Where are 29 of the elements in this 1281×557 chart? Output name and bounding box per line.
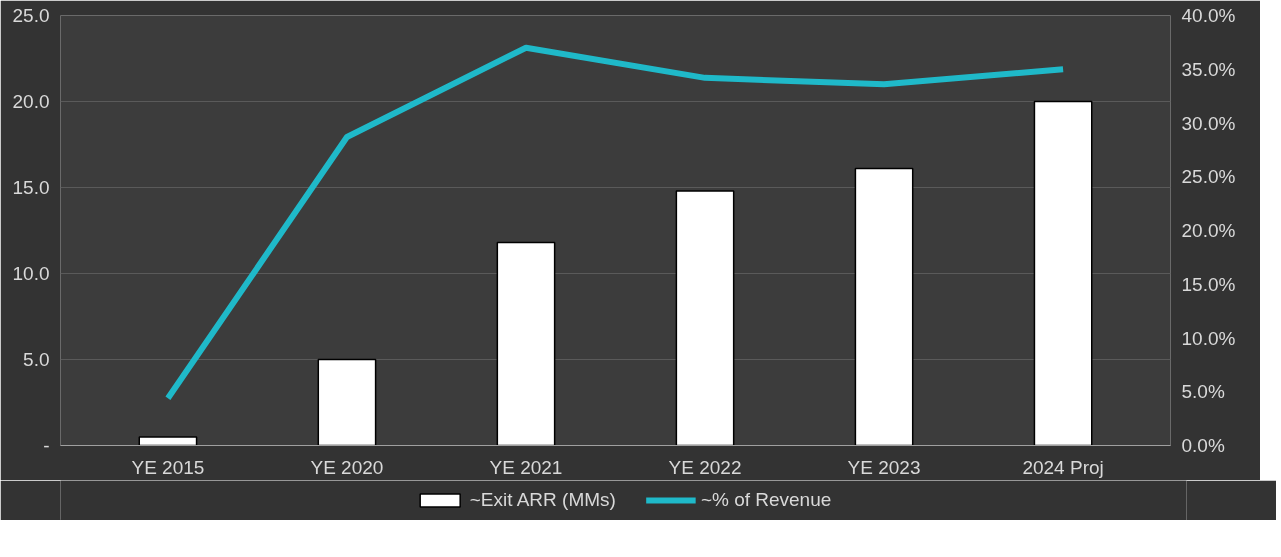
bar: [317, 358, 377, 446]
x-tick-label: YE 2023: [847, 456, 921, 478]
x-tick-label: YE 2021: [489, 456, 563, 478]
y-tick-label: 25.0: [12, 5, 50, 26]
bar: [1033, 100, 1093, 446]
y-tick-label: -: [43, 435, 50, 456]
y-tick-label: 20.0: [12, 91, 50, 112]
y2-tick-label: 25.0%: [1181, 166, 1236, 188]
bar: [854, 167, 914, 446]
legend-label: ~% of Revenue: [700, 489, 832, 511]
y2-tick-label: 15.0%: [1181, 273, 1236, 295]
y2-tick-label: 5.0%: [1181, 381, 1225, 403]
bar: [675, 190, 735, 446]
y2-tick-label: 0.0%: [1181, 435, 1225, 456]
x-tick-label: YE 2020: [310, 456, 384, 478]
x-tick-label: YE 2022: [668, 456, 742, 478]
y2-tick-label: 35.0%: [1181, 58, 1236, 80]
y2-tick-label: 10.0%: [1181, 327, 1236, 349]
x-tick-label: YE 2015: [131, 456, 205, 478]
legend-label: ~Exit ARR (MMs): [469, 489, 616, 511]
y-tick-label: 5.0: [23, 349, 50, 370]
y2-tick-label: 30.0%: [1181, 112, 1236, 134]
x-tick-label: 2024 Proj: [1022, 456, 1104, 478]
y-tick-label: 15.0: [12, 177, 50, 198]
y-tick-label: 10.0: [12, 263, 50, 284]
y2-tick-label: 40.0%: [1181, 5, 1236, 26]
y2-tick-label: 20.0%: [1181, 220, 1236, 241]
bar: [496, 241, 556, 446]
bar: [138, 436, 198, 446]
